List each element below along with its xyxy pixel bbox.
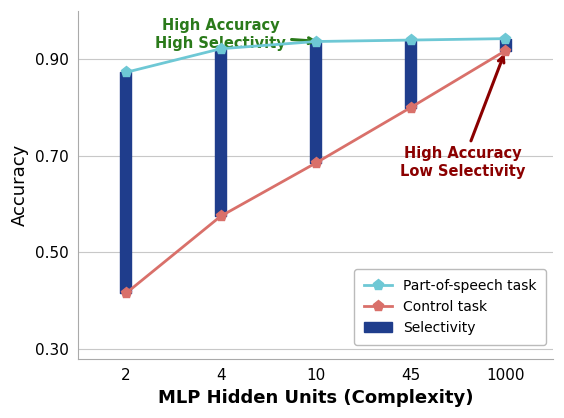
Legend: Part-of-speech task, Control task, Selectivity: Part-of-speech task, Control task, Selec… <box>354 269 546 345</box>
X-axis label: MLP Hidden Units (Complexity): MLP Hidden Units (Complexity) <box>158 389 473 407</box>
Text: High Accuracy
High Selectivity: High Accuracy High Selectivity <box>155 18 314 51</box>
Text: High Accuracy
Low Selectivity: High Accuracy Low Selectivity <box>400 56 526 178</box>
Y-axis label: Accuracy: Accuracy <box>11 144 29 226</box>
